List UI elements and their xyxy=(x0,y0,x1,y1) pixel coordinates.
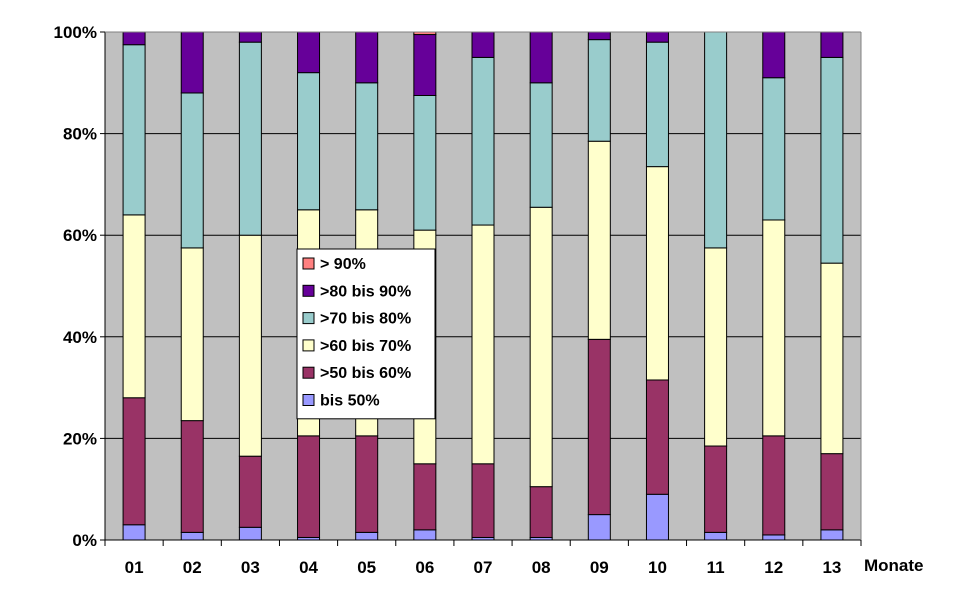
bar-segment xyxy=(297,435,321,538)
x-tick-label: 07 xyxy=(474,558,493,577)
bar-segment xyxy=(820,56,844,264)
bar-segment xyxy=(180,92,204,249)
bar-segment xyxy=(587,514,611,541)
bar-segment xyxy=(645,379,669,495)
bar-segment xyxy=(413,95,437,231)
bar-segment xyxy=(587,39,611,142)
x-tick-label: 10 xyxy=(648,558,667,577)
x-axis-label: Monate xyxy=(864,556,924,575)
x-tick-labels: 01 02 03 04 05 06 07 08 09 10 11 12 13 xyxy=(125,558,842,577)
legend-swatch xyxy=(302,339,315,352)
bar-segment xyxy=(529,486,553,538)
bar-segment xyxy=(645,31,669,43)
x-tick-label: 13 xyxy=(822,558,841,577)
bar-segment xyxy=(587,338,611,516)
bar-segment xyxy=(762,31,786,79)
legend-label: > 90% xyxy=(320,256,366,273)
bar-segment xyxy=(587,140,611,340)
bar-segment xyxy=(122,214,146,399)
y-tick-label: 100% xyxy=(54,23,97,42)
bar-segment xyxy=(413,463,437,531)
bar-segment xyxy=(238,234,262,457)
bar-segment xyxy=(704,247,728,447)
y-tick-label: 0% xyxy=(72,531,97,550)
x-tick-label: 11 xyxy=(707,558,725,577)
legend-label: >80 bis 90% xyxy=(320,283,411,300)
legend-label: >70 bis 80% xyxy=(320,311,411,328)
bar-segment xyxy=(704,445,728,533)
bar-segment xyxy=(355,82,379,211)
y-tick-label: 80% xyxy=(63,125,97,144)
x-tick-label: 12 xyxy=(764,558,783,577)
x-tick-label: 05 xyxy=(357,558,376,577)
bar-segment xyxy=(122,524,146,541)
bar-segment xyxy=(529,31,553,84)
bar-segment xyxy=(762,534,786,541)
bar-segment xyxy=(180,31,204,94)
x-tick-label: 04 xyxy=(299,558,318,577)
y-tick-label: 60% xyxy=(63,226,97,245)
bar-segment xyxy=(122,397,146,526)
bar-segment xyxy=(413,34,437,96)
legend-swatch xyxy=(302,284,315,297)
bar-segment xyxy=(645,493,669,541)
bar-segment xyxy=(529,82,553,208)
bars xyxy=(122,31,844,541)
bar-segment xyxy=(820,262,844,455)
legend-label: >50 bis 60% xyxy=(320,365,411,382)
x-tick-label: 03 xyxy=(241,558,260,577)
bar-segment xyxy=(820,453,844,531)
bar-segment xyxy=(122,44,146,216)
bar-segment xyxy=(471,224,495,465)
bar-segment xyxy=(820,529,844,541)
legend-box xyxy=(296,248,436,420)
x-tick-label: 01 xyxy=(125,558,144,577)
bar-segment xyxy=(355,531,379,541)
bar-segment xyxy=(122,31,146,46)
bar-segment xyxy=(762,219,786,437)
bar-segment xyxy=(471,31,495,58)
x-tick-label: 02 xyxy=(183,558,202,577)
legend-swatch xyxy=(302,312,315,325)
x-tick-label: 08 xyxy=(532,558,551,577)
bar-segment xyxy=(704,31,728,249)
y-tick-label: 20% xyxy=(63,429,97,448)
x-tick-label: 06 xyxy=(415,558,434,577)
bar-segment xyxy=(297,31,321,74)
bar-segment xyxy=(587,31,611,41)
bar-segment xyxy=(238,455,262,528)
bar-segment xyxy=(645,166,669,381)
bar-segment xyxy=(820,31,844,58)
legend-label: bis 50% xyxy=(320,393,380,410)
bar-segment xyxy=(238,41,262,236)
legend-swatch xyxy=(302,394,315,406)
bar-segment xyxy=(355,31,379,84)
bar-segment xyxy=(180,247,204,422)
legend-swatch xyxy=(302,257,315,270)
axes xyxy=(104,31,862,546)
bar-segment xyxy=(529,206,553,488)
y-tick-label: 40% xyxy=(63,328,97,347)
bar-segment xyxy=(762,435,786,536)
bar-segment xyxy=(471,463,495,538)
bar-segment xyxy=(180,531,204,541)
bar-segment xyxy=(297,72,321,211)
bar-segment xyxy=(762,77,786,221)
legend-swatch xyxy=(302,366,315,379)
legend-label: >60 bis 70% xyxy=(320,338,411,355)
bar-segment xyxy=(645,41,669,168)
y-tick-labels: 0% 20% 40% 60% 80% 100% xyxy=(54,23,97,550)
bar-segment xyxy=(471,56,495,226)
x-tick-label: 09 xyxy=(590,558,609,577)
bar-segment xyxy=(355,435,379,533)
legend: > 90% >80 bis 90% >70 bis 80% >60 bis 70% >5… xyxy=(296,248,436,420)
bar-segment xyxy=(704,531,728,541)
bar-segment xyxy=(238,31,262,43)
bar-segment xyxy=(180,420,204,533)
bar-segment xyxy=(238,526,262,541)
bar-segment xyxy=(413,529,437,541)
